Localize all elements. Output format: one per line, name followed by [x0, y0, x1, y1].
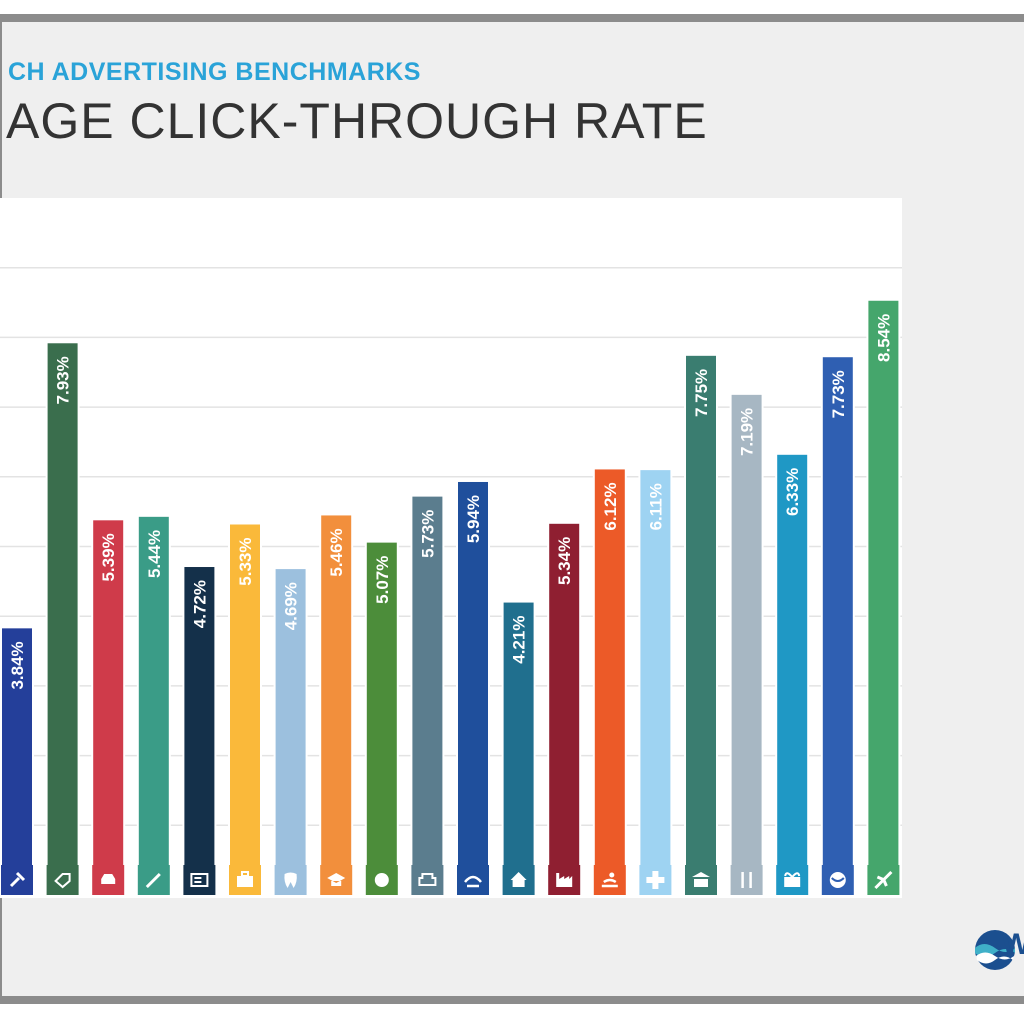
personal-services-icon [593, 865, 626, 895]
bar-value-label: 3.84% [8, 641, 27, 689]
bar [182, 565, 217, 896]
company-logo-icon [975, 930, 1015, 970]
real-estate-icon [685, 865, 717, 895]
bar-value-label: 4.21% [510, 616, 529, 664]
home-icon [502, 865, 535, 895]
bar-value-label: 4.72% [190, 580, 209, 628]
bar-value-label: 7.73% [829, 370, 848, 418]
restaurant-utensils-icon [730, 865, 763, 895]
bar-chart: 3.84% 7.93% 5.39% 5.44% 4.72% 5.33% 4.69% 5.46%… [0, 266, 902, 897]
dentist-tooth-icon [274, 865, 307, 895]
plot-area: 3.84% 7.93% 5.39% 5.44% 4.72% 5.33% 4.69% 5.46%… [0, 198, 902, 898]
finance-icon [365, 865, 398, 895]
shopping-gift-icon [776, 865, 809, 895]
bar [136, 514, 171, 896]
education-cap-icon [320, 865, 353, 895]
bar-value-label: 5.94% [464, 495, 483, 543]
industrial-factory-icon [548, 865, 581, 895]
furniture-sofa-icon [411, 865, 444, 895]
beauty-brush-icon [137, 865, 170, 895]
bar-value-label: 6.12% [601, 482, 620, 530]
business-icon [183, 865, 216, 895]
bar [638, 468, 673, 896]
attorney-icon [1, 865, 33, 895]
sports-ball-icon [821, 865, 854, 895]
bar [592, 467, 627, 896]
bar [0, 626, 34, 896]
auto-car-icon [92, 865, 125, 895]
company-logo-text: W [1002, 928, 1024, 961]
chart-title: AGE CLICK-THROUGH RATE [6, 93, 708, 149]
bar-value-label: 6.33% [783, 468, 802, 516]
bar-value-label: 7.93% [54, 356, 73, 404]
travel-plane-icon [867, 865, 900, 895]
bar [866, 298, 901, 896]
bar-value-label: 5.33% [236, 537, 255, 585]
bar [729, 392, 764, 896]
bar [45, 341, 80, 897]
bar-value-label: 6.11% [646, 483, 665, 530]
bar-value-label: 5.34% [555, 537, 574, 585]
bar [820, 355, 855, 896]
bar-value-label: 5.44% [145, 530, 164, 578]
bar [684, 353, 718, 896]
auto-tag-icon [46, 865, 79, 895]
bar-value-label: 4.69% [282, 582, 301, 630]
bar-value-label: 5.73% [418, 510, 437, 558]
career-briefcase-icon [229, 865, 261, 895]
bar [775, 452, 810, 896]
bar [410, 494, 445, 896]
bar [456, 479, 490, 896]
bar-value-label: 7.19% [738, 408, 757, 456]
bar-value-label: 5.46% [327, 528, 346, 576]
bar [319, 513, 354, 896]
physician-cross-icon [639, 865, 672, 895]
bar-value-label: 5.07% [373, 556, 392, 604]
chart-subtitle: CH ADVERTISING BENCHMARKS [8, 58, 421, 86]
bar [547, 521, 582, 896]
health-icon [457, 865, 489, 895]
bar-value-label: 8.54% [874, 314, 893, 362]
bar-value-label: 5.39% [99, 533, 118, 581]
bar-value-label: 7.75% [692, 369, 711, 417]
